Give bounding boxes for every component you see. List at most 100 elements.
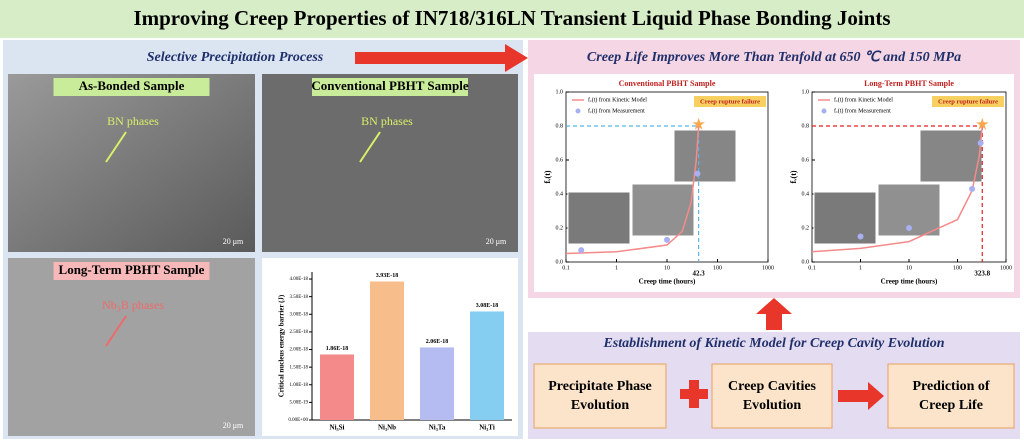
rupture-time: 323.8 (974, 270, 990, 278)
y-tick-label: 0.2 (802, 225, 810, 231)
chart-title: Long-Term PBHT Sample (864, 79, 954, 88)
inset (919, 129, 983, 183)
y-tick-label: 1.0 (556, 89, 564, 95)
annotation: Creep rupture failure (700, 98, 760, 105)
scale-bar: 20 μm (223, 421, 244, 430)
value-label: 2.06E-18 (426, 339, 449, 345)
x-axis-label: Creep time (hours) (881, 278, 938, 286)
micrograph (262, 74, 518, 252)
y-axis-label: fᵥ(t) (789, 170, 798, 183)
box (533, 363, 667, 429)
box-text: Precipitate Phase (548, 379, 652, 394)
x-tick-label: 1000 (1000, 265, 1012, 271)
y-tick-label: 2.00E-18 (290, 348, 309, 353)
y-tick-label: 1.50E-18 (290, 365, 309, 370)
y-axis-label: fᵥ(t) (543, 170, 552, 183)
y-tick-label: 5.00E-19 (290, 401, 309, 406)
x-tick-label: 100 (953, 265, 962, 271)
x-tick-label: Ni₃Ta (429, 424, 446, 432)
bar (320, 354, 354, 420)
label-box (53, 78, 210, 96)
main-title: Improving Creep Properties of IN718/316L… (133, 6, 890, 30)
micrograph (8, 74, 255, 252)
right-title: Creep Life Improves More Than Tenfold at… (587, 50, 961, 65)
micrograph (8, 258, 255, 436)
y-axis-label: Critical nucleus energy barrier (J) (278, 294, 286, 397)
y-tick-label: 3.50E-18 (290, 295, 309, 300)
x-tick-label: 1 (859, 265, 862, 271)
left-title: Selective Precipitation Process (147, 50, 324, 65)
x-tick-label: 10 (906, 265, 912, 271)
line (811, 125, 983, 253)
box-text: Prediction of (912, 379, 989, 394)
box-text: Creep Life (919, 398, 983, 413)
chart-title: Conventional PBHT Sample (619, 79, 716, 88)
legend-marker (575, 108, 581, 114)
x-tick-label: 100 (713, 265, 722, 271)
x-tick-label: Ni₃Si (330, 424, 345, 432)
panel-label: As-Bonded Sample (79, 78, 185, 93)
y-tick-label: 1.00E-18 (290, 383, 309, 388)
value-label: 3.08E-18 (476, 303, 499, 309)
arrow (838, 382, 884, 410)
bar (470, 311, 504, 420)
label-box (53, 262, 210, 280)
x-tick-label: 1000 (762, 265, 774, 271)
point (977, 140, 984, 146)
y-tick-label: 3.00E-18 (290, 312, 309, 317)
arrow (756, 298, 792, 330)
x-tick-label: 0.1 (808, 265, 816, 271)
annotation-box (932, 96, 1004, 107)
star: ★ (975, 117, 989, 134)
point (969, 185, 976, 192)
bar (370, 281, 404, 420)
legend-label: fᵥ(t) from Measurement (834, 107, 891, 114)
scale-bar: 20 μm (223, 237, 244, 246)
panel-label: Conventional PBHT Sample (311, 78, 468, 93)
value-label: 1.86E-18 (326, 346, 349, 352)
x-tick-label: 10 (664, 265, 670, 271)
y-tick-label: 0.6 (556, 157, 564, 163)
point (694, 170, 701, 177)
line (565, 125, 700, 255)
annotation: BN phases (361, 114, 413, 128)
annotation: Nb₃B phases (102, 298, 164, 312)
pointer (105, 315, 127, 347)
y-tick-label: 0.0 (802, 259, 810, 265)
point (857, 233, 864, 240)
box-text: Evolution (743, 398, 802, 413)
pointer (359, 131, 381, 163)
pointer (105, 131, 127, 163)
y-tick-label: 0.2 (556, 225, 564, 231)
y-tick-label: 0.4 (802, 191, 810, 197)
annotation: BN phases (107, 114, 159, 128)
star: ★ (691, 117, 705, 134)
panel-label: Long-Term PBHT Sample (59, 262, 205, 277)
legend-label: fᵥ(t) from Kinetic Model (588, 96, 647, 103)
point (664, 236, 670, 243)
y-tick-label: 1.0 (802, 89, 810, 95)
chart-area (534, 74, 1014, 292)
y-tick-label: 0.8 (556, 123, 564, 129)
x-tick-label: Ni₃Nb (378, 424, 396, 432)
y-tick-label: 4.00E-18 (290, 277, 309, 282)
x-tick-label: Ni₃Ti (479, 424, 495, 432)
box (887, 363, 1015, 429)
x-tick-label: 0.1 (562, 265, 570, 271)
bar (420, 347, 454, 420)
arrow (355, 44, 528, 72)
scale-bar: 20 μm (486, 237, 507, 246)
bottom-title: Establishment of Kinetic Model for Creep… (602, 336, 944, 351)
legend-marker (821, 108, 827, 114)
box (711, 363, 833, 429)
y-tick-label: 0.8 (802, 123, 810, 129)
legend-label: fᵥ(t) from Measurement (588, 107, 645, 114)
y-tick-label: 0.4 (556, 191, 564, 197)
x-tick-label: 1 (615, 265, 618, 271)
rupture-time: 42.3 (693, 270, 706, 278)
value-label: 3.93E-18 (376, 273, 399, 279)
title-band (0, 0, 1024, 38)
label-box (312, 78, 468, 96)
